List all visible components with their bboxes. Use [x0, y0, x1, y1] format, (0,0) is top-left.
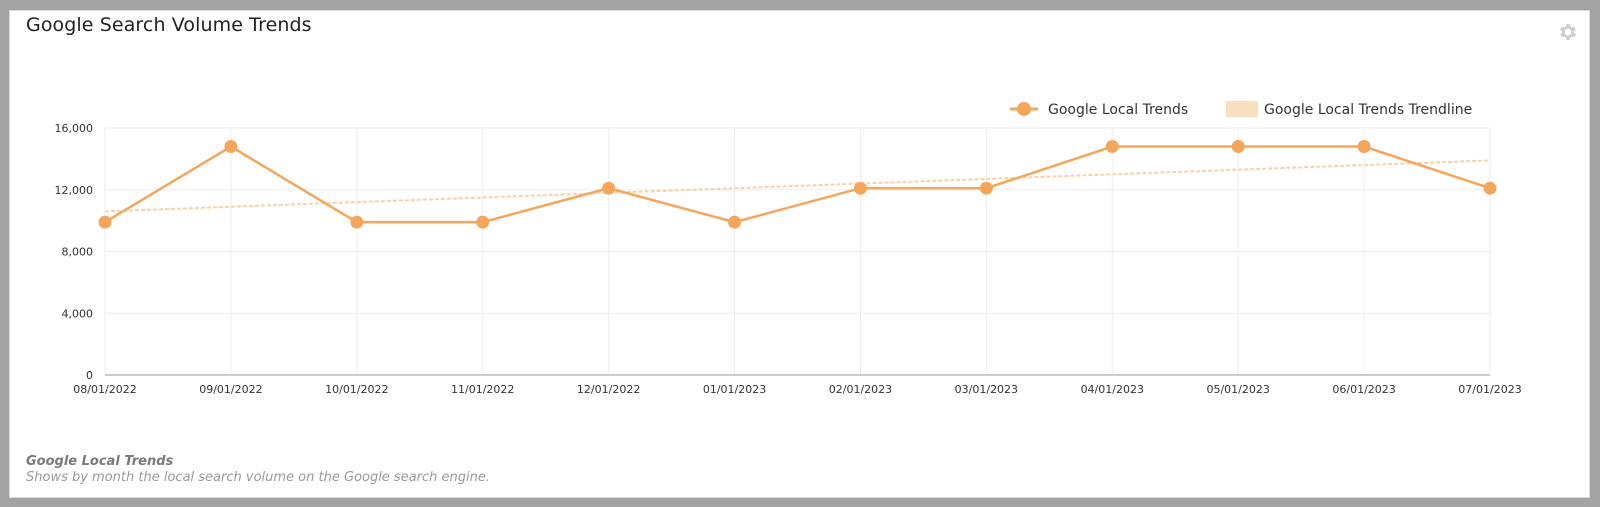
- line-chart: 0 4,000 8,000 12,000 16,000 08/01/2022 09/01/…: [55, 101, 1522, 396]
- x-tick-label: 01/01/2023: [703, 383, 766, 396]
- gear-icon[interactable]: [1557, 21, 1579, 43]
- x-axis: 08/01/2022 09/01/2022 10/01/2022 11/01/2022…: [73, 374, 1522, 396]
- legend-label: Google Local Trends: [1048, 102, 1188, 118]
- widget-title: Google Search Volume Trends: [26, 14, 312, 36]
- legend-item-trendline[interactable]: Google Local Trends Trendline: [1226, 101, 1472, 118]
- data-point-marker[interactable]: [728, 215, 742, 229]
- x-tick-label: 11/01/2022: [451, 383, 514, 396]
- footer-title: Google Local Trends: [26, 454, 174, 469]
- data-point-marker[interactable]: [1231, 140, 1245, 154]
- trendline: [104, 159, 1491, 213]
- data-point-marker[interactable]: [350, 215, 364, 229]
- y-tick-label: 16,000: [55, 122, 94, 135]
- y-tick-label: 4,000: [62, 307, 94, 320]
- widget-footer: Google Local Trends Shows by month the l…: [26, 454, 490, 486]
- x-tick-label: 12/01/2022: [577, 383, 640, 396]
- footer-description: Shows by month the local search volume o…: [26, 470, 491, 485]
- x-tick-label: 10/01/2022: [325, 383, 388, 396]
- y-tick-label: 8,000: [62, 246, 94, 259]
- y-tick-label: 12,000: [55, 184, 94, 197]
- x-tick-label: 09/01/2022: [199, 383, 262, 396]
- google-local-trends-series: [98, 140, 1497, 229]
- y-tick-label: 0: [86, 369, 93, 382]
- series-line: [104, 145, 1491, 224]
- data-point-marker[interactable]: [476, 215, 490, 229]
- x-tick-label: 04/01/2023: [1081, 383, 1144, 396]
- legend-circle-marker-icon: [1017, 102, 1031, 116]
- x-tick-label: 07/01/2023: [1458, 383, 1521, 396]
- x-tick-label: 06/01/2023: [1332, 383, 1395, 396]
- legend-swatch-icon: [1226, 101, 1258, 117]
- trendline-series: [104, 159, 1491, 213]
- x-tick-label: 03/01/2023: [955, 383, 1018, 396]
- data-point-marker[interactable]: [979, 181, 993, 195]
- x-tick-label: 05/01/2023: [1206, 383, 1269, 396]
- data-point-marker[interactable]: [1105, 140, 1119, 154]
- data-point-marker[interactable]: [1483, 181, 1497, 195]
- data-point-marker[interactable]: [602, 181, 616, 195]
- data-point-marker[interactable]: [853, 181, 867, 195]
- legend-item-google-local-trends[interactable]: Google Local Trends: [1010, 102, 1188, 118]
- chart-legend: Google Local Trends Google Local Trends …: [1010, 101, 1472, 118]
- legend-label: Google Local Trends Trendline: [1264, 102, 1472, 118]
- chart-grid: [104, 127, 1491, 375]
- x-tick-label: 02/01/2023: [829, 383, 892, 396]
- y-axis: 0 4,000 8,000 12,000 16,000: [55, 122, 94, 382]
- x-tick-label: 08/01/2022: [73, 383, 136, 396]
- data-point-marker[interactable]: [224, 140, 238, 154]
- data-point-marker[interactable]: [98, 215, 112, 229]
- data-point-marker[interactable]: [1357, 140, 1371, 154]
- chart-widget: Google Search Volume Trends 0 4,000 8,000 1…: [9, 10, 1590, 498]
